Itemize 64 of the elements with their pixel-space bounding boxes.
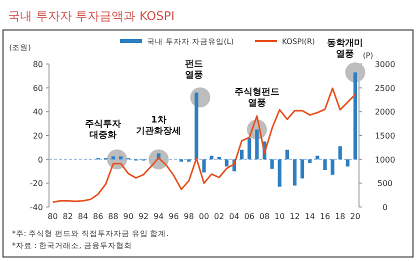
bar (248, 138, 252, 160)
annotation: 주식형펀드 열풍 (234, 88, 280, 109)
bar (210, 156, 214, 160)
bar (316, 156, 320, 160)
bar (111, 156, 116, 160)
bar (353, 72, 358, 160)
x-tick-label: 84 (78, 212, 88, 221)
x-tick-label: 18 (335, 212, 346, 221)
x-tick-label: 98 (184, 212, 194, 221)
x-tick-label: 94 (154, 212, 164, 221)
x-tick-label: 80 (48, 212, 58, 221)
chart-title: 국내 투자자 투자금액과 KOSPI (8, 9, 174, 23)
x-tick-label: 06 (244, 212, 254, 221)
bar (255, 130, 259, 160)
bar (300, 159, 304, 178)
bar (194, 92, 198, 160)
bar (119, 156, 123, 160)
y2-tick-label: 0 (382, 203, 388, 212)
y2-tick-label: 1000 (374, 155, 396, 164)
x-tick-label: 86 (93, 212, 104, 221)
x-tick-label: 04 (229, 212, 240, 221)
bar (217, 156, 221, 160)
annotation: 주식투자 대중화 (85, 119, 122, 140)
x-tick-label: 02 (214, 212, 224, 221)
annotation: 동학개미 열풍 (327, 38, 364, 60)
bar (285, 150, 289, 160)
x-tick-label: 12 (290, 212, 300, 221)
x-tick-label: 08 (259, 212, 270, 221)
y2-tick-label: 3000 (374, 60, 396, 69)
y2-tick-label: 2500 (374, 84, 396, 93)
bar (292, 159, 297, 186)
y-tick-label: 0 (38, 155, 43, 164)
bar (338, 146, 342, 160)
bar (278, 159, 282, 187)
y-tick-label: 80 (32, 60, 43, 69)
y2-tick-label: 2000 (374, 108, 396, 117)
bar (240, 150, 244, 160)
y-tick-label: 60 (32, 84, 43, 93)
y2-tick-label: 1500 (374, 132, 396, 140)
y-tick-label: 20 (32, 132, 43, 140)
bar (330, 159, 334, 175)
bar (323, 159, 327, 170)
x-tick-label: 14 (304, 212, 315, 221)
x-tick-label: 82 (62, 212, 73, 221)
bar (270, 159, 274, 169)
bar (308, 159, 312, 163)
y2-tick-label: 500 (377, 179, 393, 188)
bar (224, 159, 228, 166)
bar (346, 159, 350, 166)
bar (202, 159, 206, 172)
y-tick-label: -20 (30, 179, 43, 188)
x-tick-label: 16 (320, 212, 330, 221)
y-tick-label: 40 (32, 108, 43, 117)
x-tick-label: 20 (350, 212, 360, 221)
line-series (52, 88, 356, 204)
x-tick-label: 90 (123, 212, 134, 221)
x-tick-label: 96 (168, 212, 179, 221)
x-tick-label: 10 (274, 212, 285, 221)
x-tick-label: 88 (108, 212, 118, 221)
x-tick-label: 00 (198, 212, 210, 221)
annotation: 펀드 열풍 (185, 59, 204, 80)
y-tick-label: -40 (30, 203, 43, 212)
annotation: 1차 기관화장세 (136, 115, 182, 136)
x-tick-label: 92 (138, 212, 149, 221)
